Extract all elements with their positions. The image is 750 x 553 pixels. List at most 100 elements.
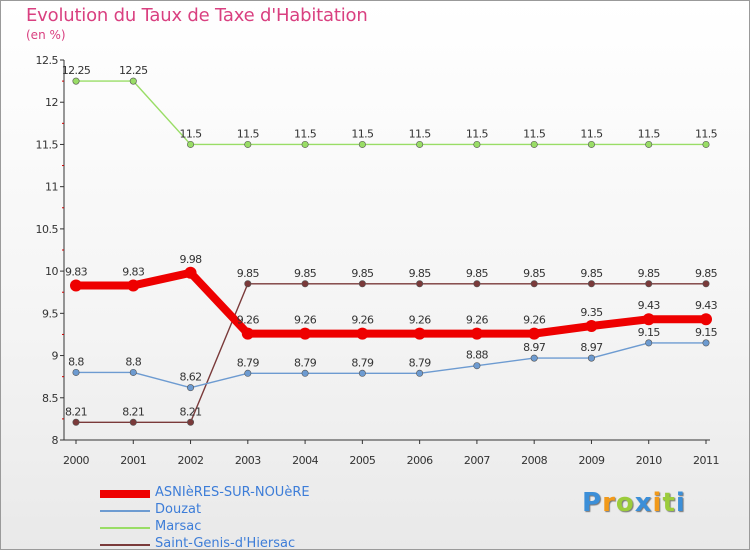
data-point: [702, 280, 710, 288]
data-label: 11.5: [523, 127, 546, 140]
data-point: [528, 327, 541, 340]
data-point: [587, 354, 595, 362]
data-label: 9.26: [409, 314, 432, 327]
data-label: 9.43: [695, 299, 718, 312]
data-label: 11.5: [638, 127, 661, 140]
series-line: [76, 283, 706, 423]
x-tick-label: 2005: [349, 454, 375, 467]
data-point: [72, 77, 80, 85]
data-label: 9.85: [409, 267, 432, 280]
y-tick-label: 8.5: [42, 392, 58, 405]
x-tick-label: 2006: [407, 454, 433, 467]
logo-letter: x: [634, 488, 653, 518]
x-tick-label: 2001: [120, 454, 146, 467]
data-label: 8.97: [580, 341, 603, 354]
legend-swatch: [100, 490, 150, 498]
y-tick-label: 10.5: [36, 223, 59, 236]
data-point: [129, 77, 137, 85]
data-point: [72, 368, 80, 376]
data-point: [356, 327, 369, 340]
data-point: [187, 384, 195, 392]
x-tick-label: 2003: [235, 454, 261, 467]
data-label: 11.5: [580, 127, 603, 140]
data-point: [473, 140, 481, 148]
legend-item: Douzat: [100, 502, 360, 519]
data-label: 8.79: [294, 356, 317, 369]
data-label: 8.8: [68, 355, 84, 368]
data-point: [129, 418, 137, 426]
data-label: 8.79: [409, 356, 432, 369]
y-tick-label: 9: [52, 350, 59, 363]
data-point: [358, 140, 366, 148]
data-point: [642, 313, 655, 326]
x-tick-label: 2007: [464, 454, 490, 467]
data-point: [72, 418, 80, 426]
data-point: [187, 418, 195, 426]
x-tick-label: 2010: [636, 454, 662, 467]
data-point: [530, 354, 538, 362]
data-point: [702, 339, 710, 347]
data-point: [187, 140, 195, 148]
data-label: 8.97: [523, 341, 546, 354]
data-label: 11.5: [409, 127, 432, 140]
legend-item: ASNIèRES-SUR-NOUèRE: [100, 485, 360, 502]
data-point: [645, 339, 653, 347]
data-label: 9.85: [351, 267, 374, 280]
y-tick-label: 8: [52, 434, 59, 447]
proxiti-logo: Proxiti: [582, 488, 686, 518]
series-line: [76, 80, 706, 146]
legend-item: Saint-Genis-d'Hiersac: [100, 536, 360, 553]
legend-label: Marsac: [155, 519, 202, 534]
data-label: 9.85: [237, 267, 260, 280]
data-label: 9.15: [695, 326, 718, 339]
data-point: [416, 280, 424, 288]
data-label: 9.85: [523, 267, 546, 280]
y-tick-label: 9.5: [42, 307, 58, 320]
logo-letter: P: [582, 488, 603, 518]
data-label: 9.85: [638, 267, 661, 280]
y-tick-label: 12.5: [36, 54, 59, 67]
data-point: [244, 369, 252, 377]
data-label: 12.25: [62, 64, 91, 77]
data-point: [645, 140, 653, 148]
data-point: [587, 280, 595, 288]
data-point: [470, 327, 483, 340]
data-point: [70, 279, 82, 292]
x-tick-label: 2011: [693, 454, 719, 467]
series-line: [76, 268, 706, 338]
data-point: [530, 280, 538, 288]
data-point: [645, 280, 653, 288]
data-label: 9.26: [294, 314, 317, 327]
logo-letter: i: [652, 488, 663, 518]
y-tick-label: 10: [45, 265, 58, 278]
x-tick-label: 2000: [63, 454, 89, 467]
data-label: 8.21: [122, 405, 144, 418]
data-point: [700, 313, 712, 326]
data-label: 11.5: [179, 127, 202, 140]
legend-swatch: [100, 544, 150, 546]
data-label: 11.5: [294, 127, 317, 140]
data-label: 9.15: [638, 326, 661, 339]
data-point: [413, 327, 426, 340]
data-point: [416, 369, 424, 377]
x-tick-label: 2009: [578, 454, 604, 467]
data-label: 9.83: [122, 265, 145, 278]
data-label: 11.5: [466, 127, 489, 140]
data-point: [241, 327, 254, 340]
data-label: 8.21: [65, 405, 87, 418]
data-point: [530, 140, 538, 148]
data-label: 9.85: [695, 267, 718, 280]
data-label: 8.88: [466, 349, 489, 362]
legend-label: Douzat: [155, 502, 202, 517]
data-label: 9.85: [580, 267, 603, 280]
data-label: 11.5: [237, 127, 260, 140]
data-label: 9.26: [351, 314, 374, 327]
data-point: [301, 369, 309, 377]
data-label: 9.85: [466, 267, 489, 280]
legend-item: Marsac: [100, 519, 360, 536]
data-point: [702, 140, 710, 148]
data-label: 8.21: [179, 405, 201, 418]
legend-label: Saint-Genis-d'Hiersac: [155, 536, 296, 551]
